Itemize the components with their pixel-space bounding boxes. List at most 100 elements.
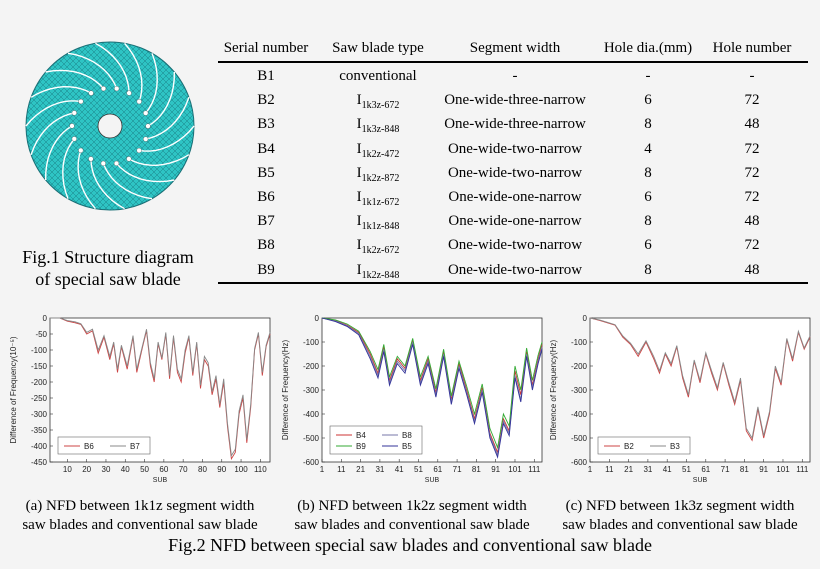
- caption-b-line1: (b) NFD between 1k2z segment width: [297, 498, 527, 514]
- caption-a-line1: (a) NFD between 1k1z segment width: [25, 498, 255, 514]
- blade-slot: [147, 71, 175, 127]
- blade-slot-hole: [78, 98, 84, 105]
- legend-label: B5: [402, 442, 412, 451]
- x-tick-label: 20: [82, 465, 91, 474]
- cell-hole-dia: 6: [644, 189, 652, 205]
- header-serial-number: Serial number: [223, 40, 309, 56]
- y-tick-label: -100: [571, 338, 588, 347]
- cell-type-base: I: [356, 92, 362, 109]
- x-tick-label: 61: [433, 465, 442, 474]
- cell-serial: B6: [257, 189, 275, 205]
- x-tick-label: 50: [140, 465, 149, 474]
- blade-center-hole: [97, 113, 123, 139]
- table-row: B7 I1k1z-848 One-wide-one-narrow 8 48: [218, 209, 808, 233]
- cell-segment-width: One-wide-three-narrow: [444, 92, 586, 109]
- x-axis-label: SUB: [153, 477, 168, 484]
- x-tick-label: 111: [796, 465, 809, 474]
- table-row: B1 conventional - - -: [218, 64, 808, 88]
- caption-c-line1: (c) NFD between 1k3z segment width: [565, 498, 795, 514]
- legend-label: B6: [84, 442, 94, 451]
- cell-hole-number: 72: [744, 164, 760, 181]
- x-tick-label: 80: [198, 465, 207, 474]
- table-header-row: Serial number Saw blade type Segment wid…: [218, 36, 808, 60]
- x-tick-label: 1: [588, 465, 593, 474]
- cell-serial: B4: [257, 140, 275, 157]
- cell-serial: B8: [257, 237, 275, 254]
- cell-hole-number: -: [749, 68, 755, 84]
- legend-label: B8: [402, 431, 412, 440]
- y-tick-label: -300: [31, 410, 48, 419]
- cell-type-subscript: 1k2z-848: [361, 269, 400, 281]
- cell-type-base: I: [356, 261, 362, 278]
- blade-slot-hole: [100, 85, 107, 92]
- blade-slot-hole: [143, 136, 149, 142]
- blade-slot: [45, 69, 105, 90]
- y-tick-label: -200: [571, 362, 588, 371]
- header-segment-width: Segment width: [469, 40, 561, 56]
- caption-b-line2: saw blades and conventional saw blade: [294, 517, 530, 533]
- blade-slot: [30, 85, 92, 98]
- x-tick-label: 100: [234, 465, 248, 474]
- blade-slot-hole: [71, 110, 77, 116]
- x-tick-label: 91: [759, 465, 768, 474]
- blade-slot: [90, 158, 125, 210]
- cell-type-base: I: [356, 189, 362, 205]
- cell-type-base: I: [356, 116, 362, 133]
- cell-type-base: I: [356, 140, 362, 157]
- table-top-rule: [218, 61, 808, 63]
- cell-serial: B2: [257, 92, 275, 109]
- table-row: B6 I1k1z-672 One-wide-one-narrow 6 72: [218, 185, 808, 209]
- y-tick-label: -100: [31, 346, 48, 355]
- blade-slot: [139, 125, 195, 152]
- y-tick-label: -100: [303, 338, 320, 347]
- cell-hole-dia: 6: [644, 237, 652, 254]
- table-row: B8 I1k2z-672 One-wide-two-narrow 6 72: [218, 233, 808, 257]
- x-tick-label: 101: [776, 465, 790, 474]
- table-row: B9 I1k2z-848 One-wide-two-narrow 8 48: [218, 258, 808, 282]
- legend-label: B2: [624, 442, 634, 451]
- blade-slot-hole: [136, 147, 142, 154]
- table-bottom-rule: [218, 282, 808, 284]
- blade-slot: [128, 154, 190, 167]
- blade-slot: [62, 138, 75, 199]
- x-tick-label: 91: [491, 465, 500, 474]
- series-line-b7: [50, 317, 271, 457]
- y-axis-label: Difference of Frequency(Hz): [549, 340, 558, 441]
- x-tick-label: 41: [395, 465, 404, 474]
- caption-a-line2: saw blades and conventional saw blade: [22, 517, 258, 533]
- cell-segment-width: One-wide-one-narrow: [448, 189, 582, 205]
- blade-slot-hole: [143, 110, 149, 116]
- cell-type: I1k1z-672: [314, 185, 442, 209]
- x-tick-label: 61: [701, 465, 710, 474]
- cell-hole-dia: 8: [644, 261, 652, 278]
- cell-type-base: I: [356, 213, 362, 230]
- cell-type: I1k2z-872: [314, 161, 442, 185]
- cell-type-subscript: 1k3z-848: [361, 124, 400, 136]
- cell-type: I1k1z-848: [314, 209, 442, 233]
- series-line-b2: [589, 317, 811, 442]
- x-tick-label: 81: [740, 465, 749, 474]
- blade-slots: [25, 42, 195, 210]
- series-line-b5: [321, 317, 543, 459]
- y-axis-label: Difference of Frequency(Hz): [281, 340, 290, 441]
- x-tick-label: 51: [414, 465, 423, 474]
- x-tick-label: 30: [102, 465, 111, 474]
- figure1-caption-line2: of special saw blade: [35, 269, 181, 289]
- y-tick-label: -400: [571, 410, 588, 419]
- cell-segment-width: One-wide-one-narrow: [448, 213, 582, 230]
- cell-hole-dia: 4: [644, 140, 652, 157]
- cell-hole-number: 72: [744, 92, 760, 109]
- cell-type-subscript: 1k2z-472: [361, 148, 400, 160]
- blade-slot-hole: [88, 156, 94, 162]
- y-tick-label: 0: [315, 314, 320, 323]
- blade-slot: [25, 100, 81, 127]
- legend-label: B3: [670, 442, 680, 451]
- cell-hole-number: 48: [744, 213, 760, 230]
- cell-type-subscript: 1k2z-872: [361, 172, 400, 184]
- y-tick-label: -150: [31, 362, 48, 371]
- table-row: B3 I1k3z-848 One-wide-three-narrow 8 48: [218, 112, 808, 136]
- y-tick-label: -400: [31, 442, 48, 451]
- cell-serial: B1: [257, 68, 275, 84]
